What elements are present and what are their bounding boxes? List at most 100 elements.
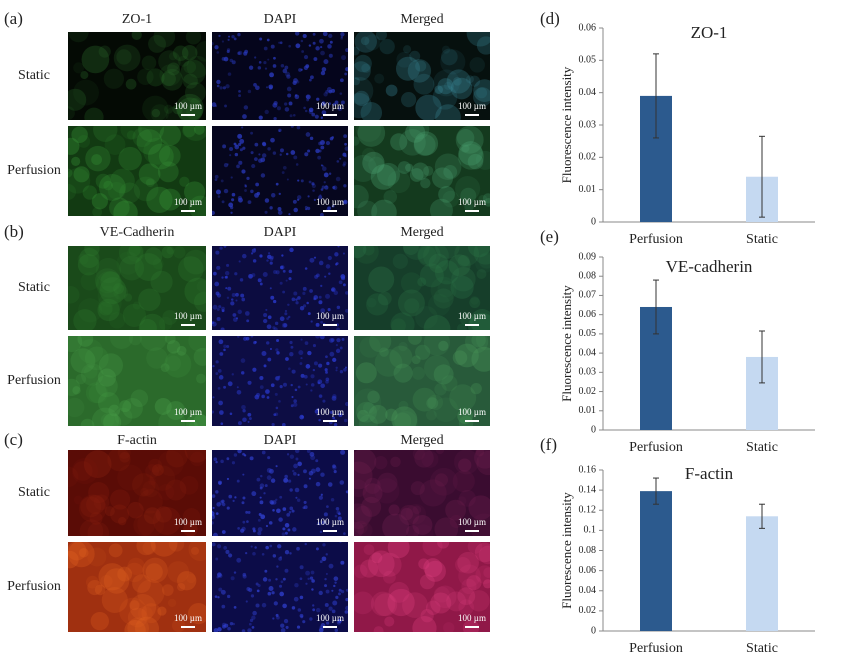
texture: [393, 363, 413, 383]
texture: [276, 351, 280, 355]
texture: [400, 92, 417, 108]
y-tick-label: 0.04: [579, 585, 597, 596]
texture: [341, 55, 347, 61]
texture: [287, 528, 291, 532]
texture: [435, 450, 445, 455]
texture: [473, 79, 490, 102]
texture: [242, 146, 246, 150]
texture: [266, 324, 272, 330]
y-tick-label: 0.12: [579, 505, 597, 516]
texture: [412, 387, 437, 412]
texture: [328, 172, 332, 176]
texture: [325, 264, 331, 269]
texture: [354, 154, 377, 183]
texture: [300, 179, 304, 183]
texture: [451, 266, 476, 292]
texture: [261, 141, 267, 146]
texture: [290, 404, 294, 408]
texture: [236, 557, 242, 563]
texture: [455, 176, 481, 202]
texture: [278, 584, 283, 588]
texture: [374, 478, 400, 504]
texture: [179, 176, 190, 187]
texture: [236, 389, 242, 395]
texture: [340, 100, 345, 105]
texture: [340, 589, 345, 594]
error-bar: [759, 330, 765, 384]
texture: [122, 303, 147, 328]
texture: [97, 285, 119, 307]
texture: [154, 397, 172, 415]
texture: [158, 316, 173, 330]
texture: [327, 482, 333, 487]
texture: [324, 185, 329, 190]
texture: [367, 550, 395, 578]
texture: [433, 69, 460, 97]
texture: [320, 70, 326, 76]
texture: [437, 542, 450, 549]
texture: [262, 577, 268, 582]
texture: [264, 109, 269, 115]
texture: [270, 383, 275, 388]
texture: [475, 450, 485, 457]
texture: [261, 602, 267, 608]
texture: [237, 51, 241, 55]
texture: [164, 350, 192, 378]
texture: [285, 71, 291, 77]
texture: [280, 64, 285, 68]
texture: [460, 187, 477, 204]
texture: [73, 495, 83, 505]
texture: [265, 389, 270, 394]
texture: [449, 514, 463, 528]
texture: [308, 107, 314, 113]
texture: [84, 246, 100, 257]
texture: [333, 584, 336, 588]
texture: [117, 450, 131, 459]
texture: [457, 587, 476, 606]
texture: [360, 36, 370, 46]
texture: [328, 102, 332, 105]
texture: [142, 95, 169, 120]
texture: [146, 68, 165, 87]
texture: [318, 295, 322, 299]
texture: [227, 626, 231, 631]
texture: [184, 450, 206, 463]
texture: [225, 549, 230, 554]
texture: [217, 387, 221, 390]
texture: [190, 451, 205, 467]
micrograph-background: [68, 450, 206, 536]
texture: [260, 157, 266, 163]
texture: [468, 75, 481, 87]
texture: [448, 254, 471, 277]
y-tick-label: 0.16: [579, 464, 597, 475]
texture: [475, 565, 490, 584]
texture: [119, 451, 131, 463]
y-tick-label: 0.06: [579, 22, 597, 33]
texture: [465, 75, 474, 84]
texture: [311, 183, 316, 189]
texture: [179, 475, 199, 495]
texture: [454, 246, 480, 267]
texture: [85, 145, 111, 172]
texture: [270, 137, 275, 143]
micrograph-background: [212, 336, 348, 426]
texture: [248, 273, 253, 279]
texture: [248, 622, 252, 626]
texture: [422, 542, 443, 557]
texture: [331, 288, 335, 292]
texture: [391, 318, 406, 330]
texture: [237, 450, 242, 454]
texture: [312, 604, 315, 607]
texture: [361, 147, 376, 162]
texture: [429, 198, 453, 216]
texture: [212, 365, 215, 368]
texture: [98, 45, 111, 58]
texture: [274, 412, 279, 416]
texture: [233, 37, 237, 41]
texture: [83, 450, 112, 479]
texture: [319, 194, 322, 197]
texture: [143, 507, 161, 525]
texture: [291, 509, 295, 513]
texture: [354, 76, 374, 105]
error-bar: [653, 477, 659, 505]
